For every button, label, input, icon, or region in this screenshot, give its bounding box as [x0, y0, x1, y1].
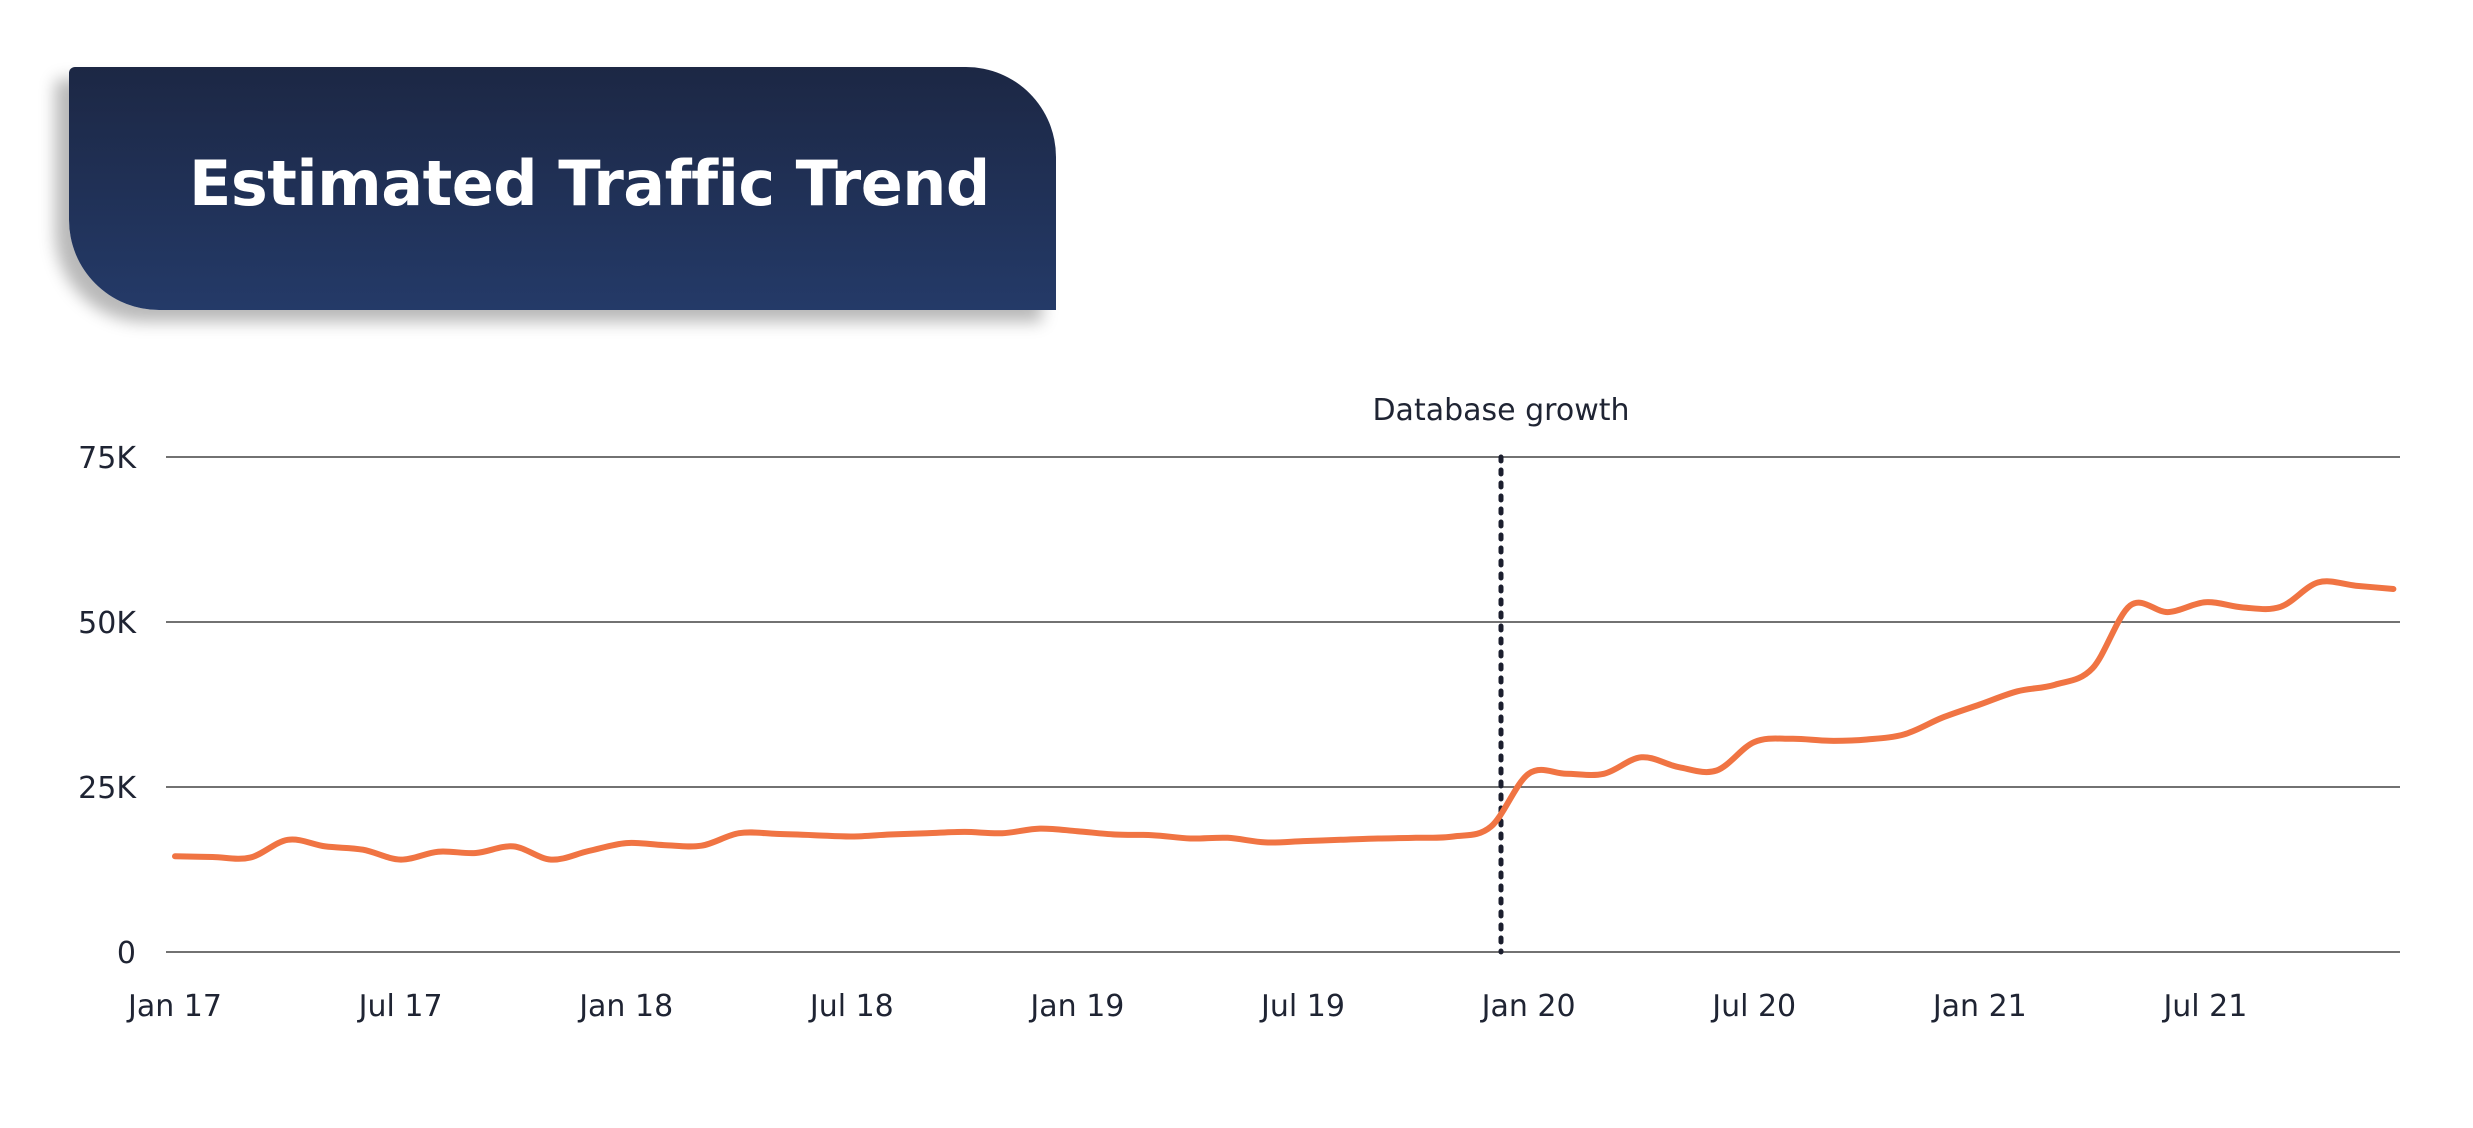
x-tick-label: Jul 21: [2161, 989, 2247, 1024]
grid-layer: [166, 456, 2400, 953]
x-tick-label: Jul 19: [1259, 989, 1345, 1024]
annotation-layer: Database growth: [1372, 393, 1630, 955]
title-banner: Estimated Traffic Trend: [69, 67, 1056, 310]
chart-title: Estimated Traffic Trend: [189, 147, 990, 220]
y-axis-ticks: 0 25K 50K 75K: [78, 441, 137, 971]
y-tick-label: 75K: [78, 441, 137, 476]
x-tick-label: Jul 20: [1710, 989, 1796, 1024]
y-tick-label: 50K: [78, 606, 137, 641]
x-tick-label: Jul 17: [357, 989, 443, 1024]
x-tick-label: Jan 20: [1480, 989, 1576, 1024]
x-tick-label: Jul 18: [808, 989, 894, 1024]
y-tick-label: 25K: [78, 771, 137, 806]
x-tick-label: Jan 17: [126, 989, 222, 1024]
x-tick-label: Jan 18: [577, 989, 673, 1024]
y-tick-label: 0: [117, 936, 136, 971]
series-layer: [172, 578, 2397, 863]
x-tick-label: Jan 21: [1931, 989, 2027, 1024]
traffic-series-line: [172, 578, 2397, 863]
x-tick-label: Jan 19: [1028, 989, 1124, 1024]
x-axis-ticks: Jan 17 Jul 17 Jan 18 Jul 18 Jan 19 Jul 19 Jan …: [126, 989, 2247, 1024]
annotation-label: Database growth: [1372, 393, 1629, 428]
